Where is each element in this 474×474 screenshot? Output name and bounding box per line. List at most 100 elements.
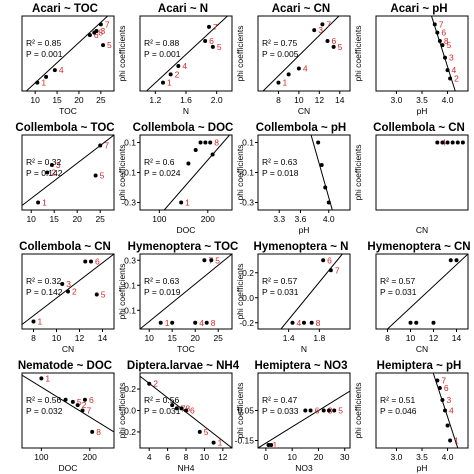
data-point — [101, 43, 106, 48]
point-label: 2 — [454, 74, 459, 84]
chart-panel-5: Collembola ~ TOC 10 15 20 25 1 32 7 5 R² = 0.32P … — [15, 122, 114, 224]
data-point — [80, 408, 85, 413]
regression-line — [145, 16, 229, 91]
regression-line — [280, 254, 343, 329]
plot-frame — [21, 134, 115, 211]
point-label: 3 — [446, 395, 451, 405]
x-tick-label: 8 — [385, 333, 390, 343]
y-axis-label: phi coefficients — [353, 382, 363, 438]
x-tick-label: 25 — [95, 214, 105, 224]
point-label: 3 — [449, 53, 454, 63]
data-point — [435, 378, 440, 383]
x-tick-label: 20 — [72, 214, 82, 224]
data-point — [170, 320, 175, 325]
data-point — [325, 39, 330, 43]
x-tick-label: 10 — [26, 214, 36, 224]
x-tick-label: 1.8 — [313, 333, 325, 343]
data-point — [98, 143, 103, 148]
data-point — [321, 258, 326, 263]
data-point — [312, 28, 317, 33]
x-tick-label: 14 — [335, 95, 345, 105]
data-point — [158, 320, 163, 325]
regression-line — [22, 254, 114, 325]
x-axis-label: NH4 — [177, 463, 194, 473]
r-squared-label: R² = 0.63 — [144, 276, 179, 286]
data-point — [179, 200, 184, 205]
data-point — [209, 258, 214, 263]
point-label: 6 — [441, 28, 446, 38]
data-point — [35, 80, 40, 85]
x-tick-label: 0 — [264, 452, 269, 462]
p-value-label: P = 0.033 — [262, 406, 299, 416]
x-tick-label: 10 — [406, 333, 416, 343]
point-label: 1 — [165, 318, 170, 328]
point-label: 5 — [215, 255, 220, 265]
point-label: 8 — [96, 427, 101, 437]
r-squared-label: R² = 0.56 — [144, 395, 179, 405]
data-point — [75, 403, 80, 408]
x-tick-label: 10 — [287, 452, 297, 462]
p-value-label: P = 0.024 — [144, 168, 181, 178]
point-label: 7 — [335, 265, 340, 275]
chart-title: Collembola ~ TOC — [15, 122, 114, 134]
x-tick-label: 1.6 — [180, 95, 192, 105]
chart-panel-9: Collembola ~ CN 8 10 12 14 CN 1 32 6 5 R² = 0.32P … — [19, 241, 115, 354]
point-label: 6 — [315, 406, 320, 416]
point-label: 1 — [185, 198, 190, 208]
point-label: 4 — [449, 406, 454, 416]
point-label: 5 — [338, 42, 343, 52]
data-point — [161, 80, 165, 85]
point-label: 6 — [190, 406, 195, 416]
y-tick-label: 0.1 — [124, 280, 136, 290]
x-axis-label: CN — [416, 344, 428, 354]
point-label: 7 — [105, 19, 110, 29]
data-point — [328, 268, 333, 273]
data-point — [70, 399, 75, 404]
point-label: 5 — [446, 40, 451, 50]
data-point — [431, 320, 436, 325]
data-point — [455, 140, 460, 145]
data-point — [320, 22, 325, 27]
point-label: 3 — [66, 279, 71, 289]
point-label: 1 — [273, 440, 278, 450]
x-tick-label: 14 — [98, 333, 108, 343]
point-label: 8 — [185, 403, 190, 413]
data-point — [186, 161, 191, 166]
point-label: 4 — [297, 318, 302, 328]
x-axis-label: pH — [299, 225, 310, 235]
x-tick-label: 200 — [83, 452, 97, 462]
x-tick-label: 3.0 — [391, 95, 403, 105]
chart-panel-7: Collembola ~ pH 3.3 3.6 4.0 0.1 -0.1 -0.3 pH phi… — [235, 122, 351, 235]
data-point — [89, 259, 93, 264]
data-point — [414, 320, 419, 325]
data-point — [198, 140, 203, 145]
x-tick-label: 30 — [340, 452, 350, 462]
plot-frame — [21, 253, 115, 330]
data-point — [445, 140, 450, 145]
x-tick-label: 3.5 — [416, 452, 428, 462]
y-axis-label: phi coefficients — [353, 25, 363, 81]
x-tick-label: 12 — [75, 333, 85, 343]
p-value-label: P = 0.019 — [144, 287, 181, 297]
data-point — [316, 140, 321, 145]
p-value-label: P = 0.018 — [262, 168, 299, 178]
chart-title: Nematode ~ DOC — [18, 360, 112, 372]
data-point — [60, 282, 65, 286]
x-tick-label: 100 — [152, 214, 166, 224]
p-value-label: P = 0.005 — [262, 49, 299, 59]
data-point — [174, 406, 179, 411]
data-point — [445, 68, 450, 73]
x-tick-label: 4.0 — [442, 452, 454, 462]
data-point — [448, 76, 453, 81]
point-label: 2 — [153, 379, 158, 389]
point-label: 6 — [209, 36, 214, 46]
data-point — [94, 29, 99, 33]
r-squared-label: R² = 0.6 — [144, 157, 175, 167]
data-point — [332, 408, 337, 413]
data-point — [440, 140, 445, 145]
point-label: 7 — [441, 376, 446, 386]
point-label: 6 — [89, 395, 94, 405]
